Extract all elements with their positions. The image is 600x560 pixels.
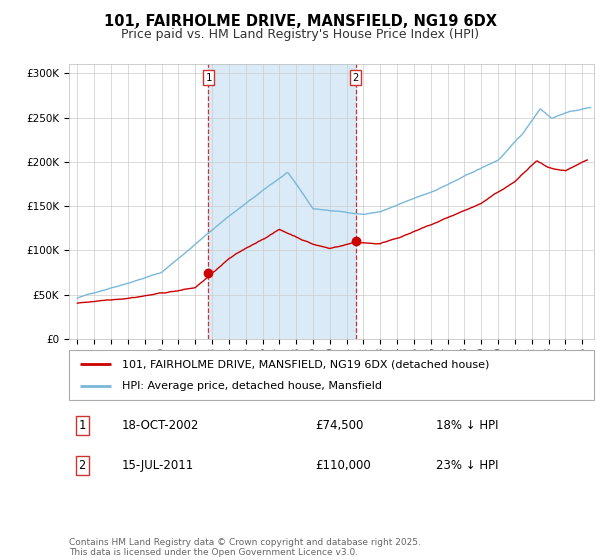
Text: 1: 1 — [205, 73, 212, 83]
Text: Price paid vs. HM Land Registry's House Price Index (HPI): Price paid vs. HM Land Registry's House … — [121, 28, 479, 41]
Bar — [208, 64, 356, 339]
Text: 23% ↓ HPI: 23% ↓ HPI — [437, 459, 499, 472]
Text: 2: 2 — [353, 73, 359, 83]
Text: 101, FAIRHOLME DRIVE, MANSFIELD, NG19 6DX: 101, FAIRHOLME DRIVE, MANSFIELD, NG19 6D… — [104, 14, 497, 29]
Text: 1: 1 — [79, 419, 86, 432]
Text: £110,000: £110,000 — [316, 459, 371, 472]
Text: HPI: Average price, detached house, Mansfield: HPI: Average price, detached house, Mans… — [121, 381, 382, 391]
Text: 18% ↓ HPI: 18% ↓ HPI — [437, 419, 499, 432]
Text: 18-OCT-2002: 18-OCT-2002 — [121, 419, 199, 432]
Text: Contains HM Land Registry data © Crown copyright and database right 2025.
This d: Contains HM Land Registry data © Crown c… — [69, 538, 421, 557]
Text: 15-JUL-2011: 15-JUL-2011 — [121, 459, 194, 472]
Text: 2: 2 — [79, 459, 86, 472]
Text: 101, FAIRHOLME DRIVE, MANSFIELD, NG19 6DX (detached house): 101, FAIRHOLME DRIVE, MANSFIELD, NG19 6D… — [121, 359, 489, 369]
Text: £74,500: £74,500 — [316, 419, 364, 432]
FancyBboxPatch shape — [69, 350, 594, 400]
